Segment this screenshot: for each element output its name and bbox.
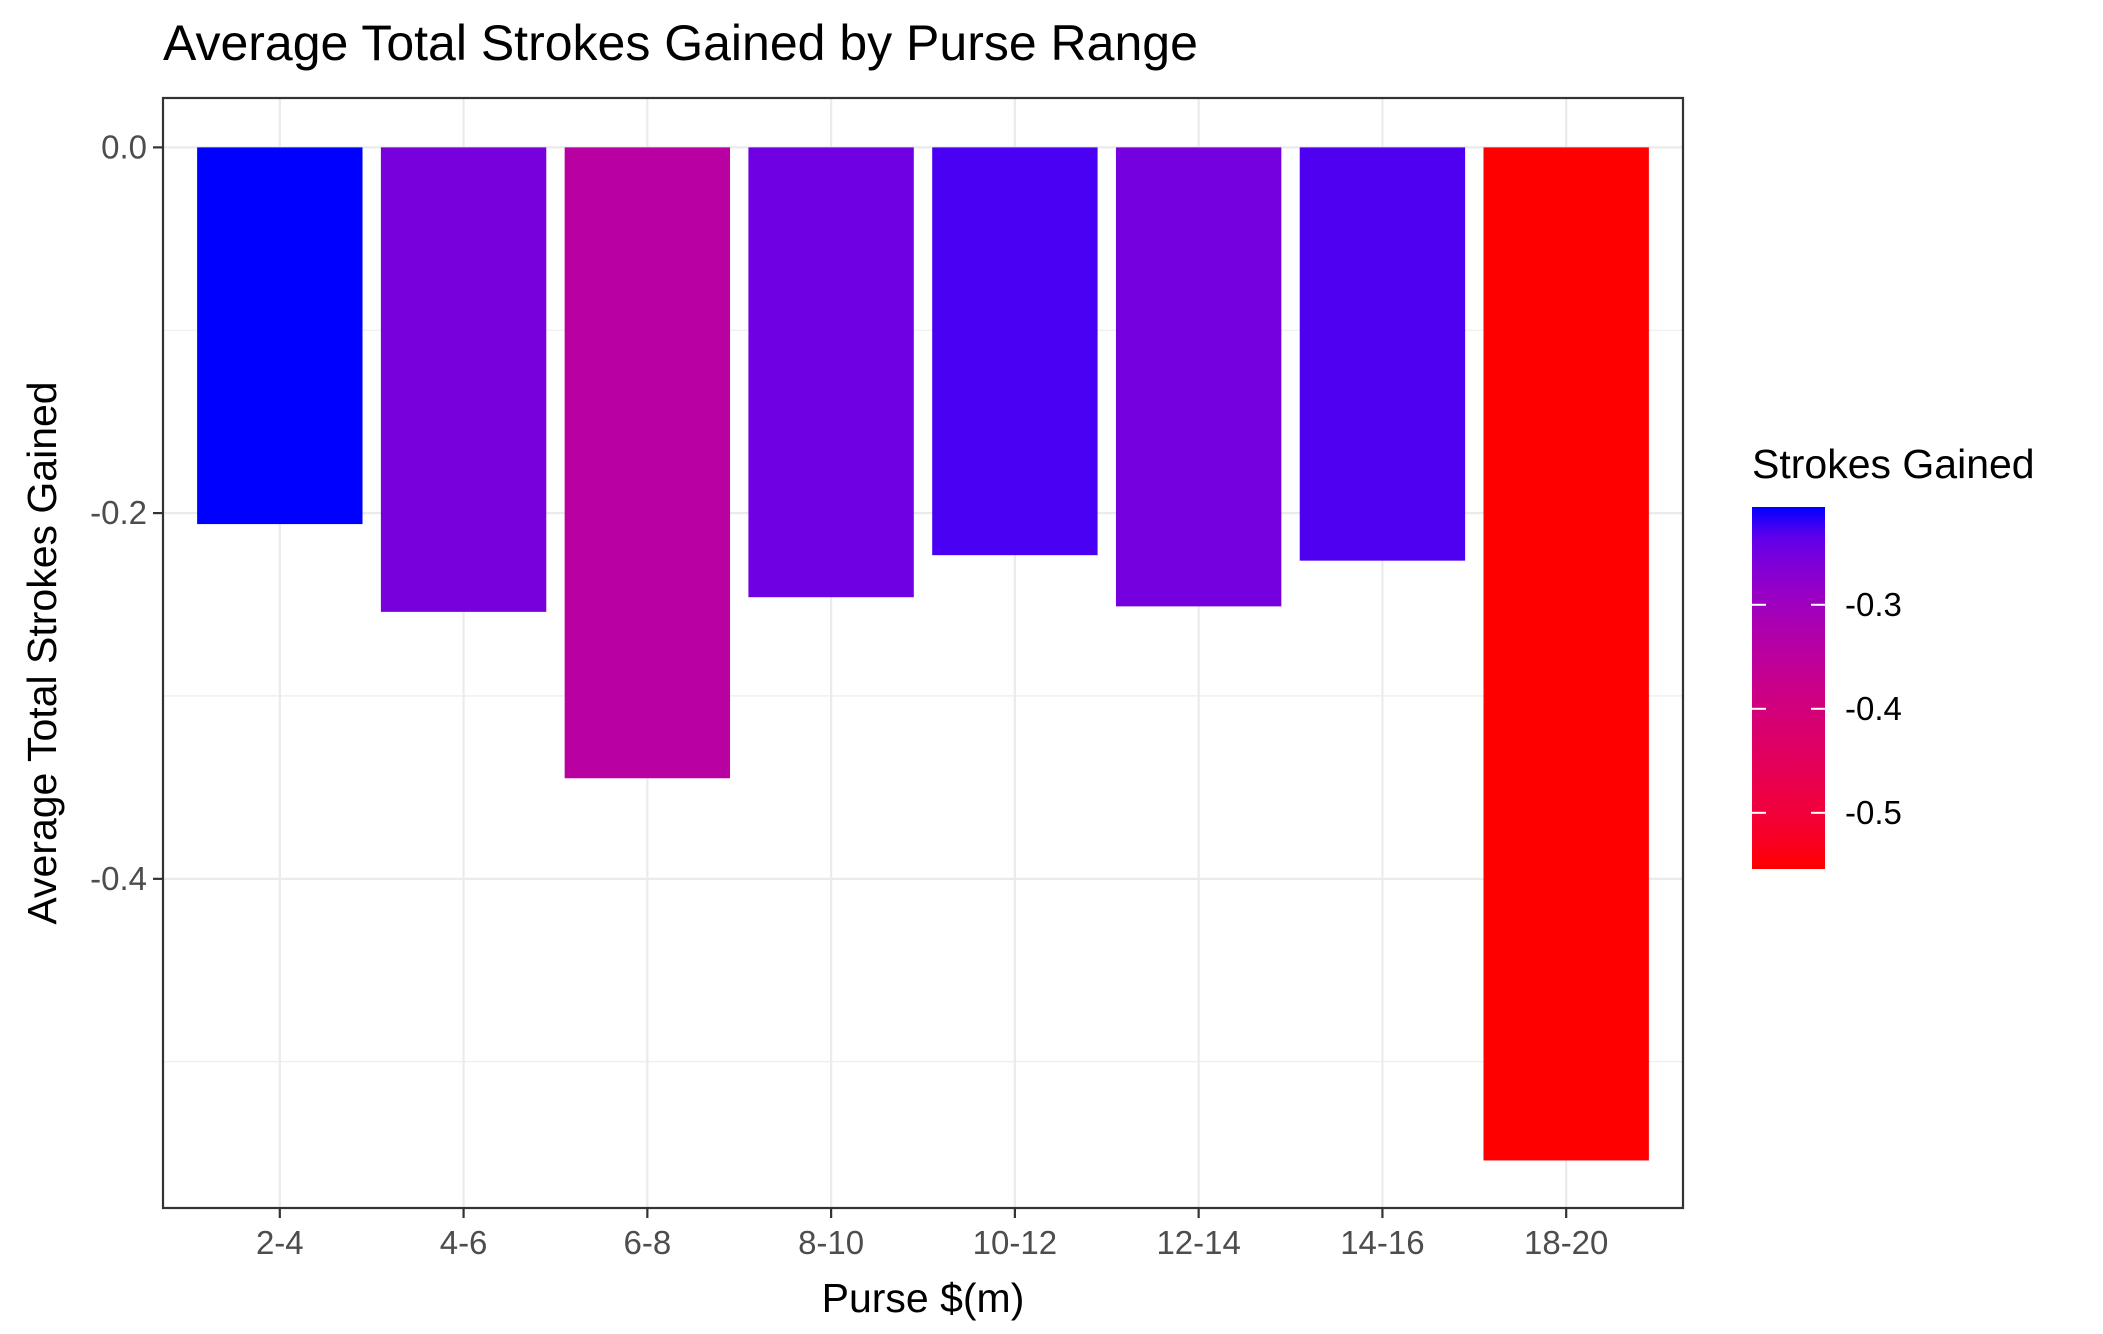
x-axis: 2-4 4-6 6-8 8-10 10-12 12-14 14-16 18-20: [256, 1208, 1608, 1261]
bar-6-8: [564, 147, 731, 779]
y-tick-label: -0.2: [90, 494, 147, 531]
bar-2-4: [197, 147, 363, 525]
x-tick-label: 4-6: [440, 1224, 488, 1261]
y-tick-label: 0.0: [101, 128, 147, 165]
colorbar: [1752, 507, 1825, 869]
x-tick-label: 6-8: [623, 1224, 671, 1261]
y-axis: 0.0 -0.2 -0.4: [90, 128, 163, 897]
colorbar-tick-label: -0.3: [1845, 586, 1902, 623]
y-axis-title: Average Total Strokes Gained: [19, 381, 65, 924]
bar-10-12: [932, 147, 1098, 556]
plot-panel: [161, 96, 1685, 1210]
x-tick-label: 10-12: [973, 1224, 1057, 1261]
x-tick-label: 18-20: [1524, 1224, 1608, 1261]
bar-8-10: [748, 147, 914, 598]
legend-title: Strokes Gained: [1752, 441, 2035, 487]
bar-14-16: [1299, 147, 1466, 561]
x-tick-label: 14-16: [1340, 1224, 1424, 1261]
legend: Strokes Gained -0.3 -0.4 -0.5: [1752, 441, 2035, 869]
x-tick-label: 12-14: [1156, 1224, 1240, 1261]
chart-title: Average Total Strokes Gained by Purse Ra…: [163, 15, 1198, 71]
bar-18-20: [1483, 147, 1649, 1161]
legend-ticks: -0.3 -0.4 -0.5: [1752, 586, 1902, 831]
x-tick-label: 2-4: [256, 1224, 304, 1261]
bar-4-6: [380, 147, 547, 612]
bar-12-14: [1115, 147, 1282, 607]
bars: [197, 147, 1649, 1161]
colorbar-tick-label: -0.5: [1845, 794, 1902, 831]
colorbar-tick-label: -0.4: [1845, 690, 1902, 727]
x-tick-label: 8-10: [798, 1224, 864, 1261]
x-axis-title: Purse $(m): [822, 1275, 1025, 1321]
panel-border: [161, 96, 1685, 1210]
y-tick-label: -0.4: [90, 860, 147, 897]
